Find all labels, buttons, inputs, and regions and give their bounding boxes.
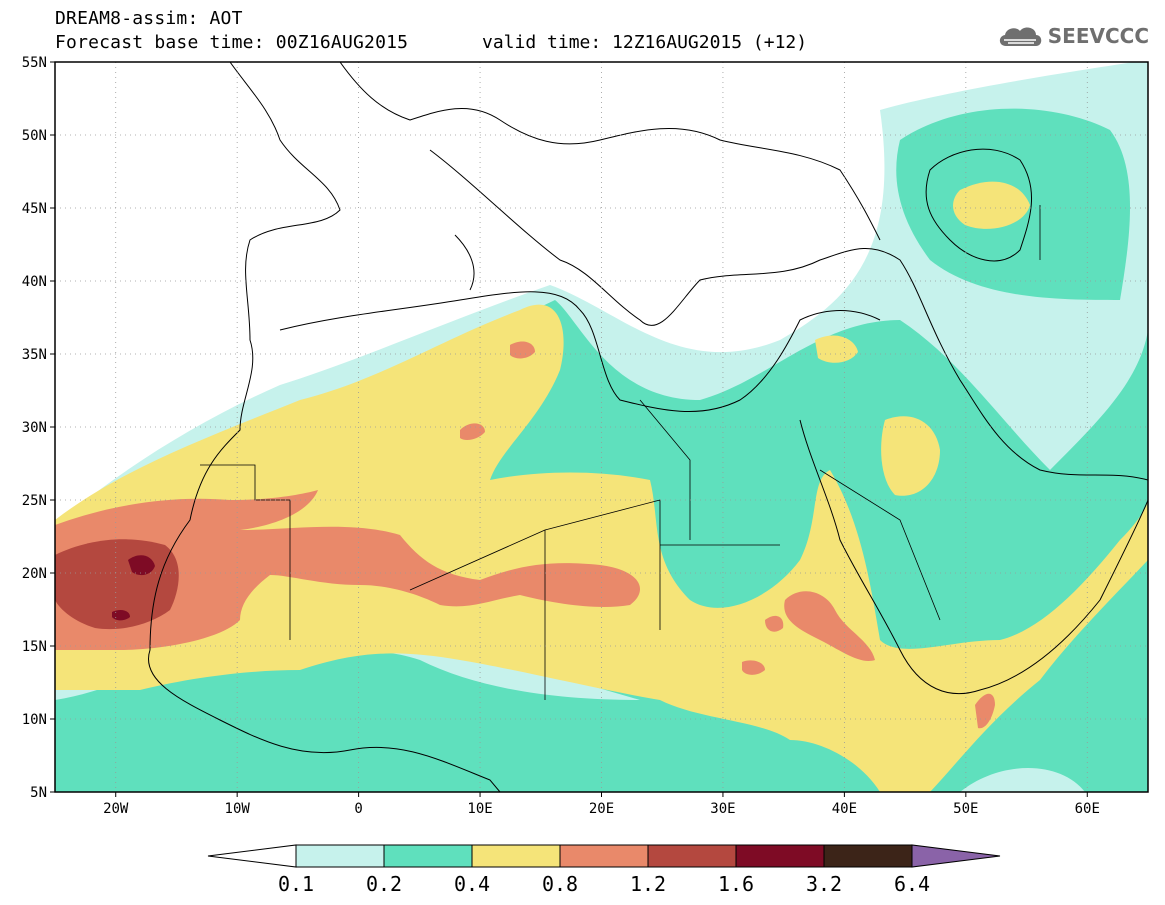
lon-tick-label: 50E — [953, 801, 978, 817]
aot-band-0.8-sahara — [460, 423, 485, 440]
aot-band-0.4-caspian — [953, 181, 1030, 229]
colorbar-min-arrow — [207, 844, 297, 868]
lat-tick-label: 20N — [22, 566, 47, 582]
logo-text: SEEVCCC — [1047, 24, 1149, 48]
aot-band-0.8-somalia — [975, 693, 995, 729]
valid-time: valid time: 12Z16AUG2015 (+12) — [482, 32, 808, 53]
colorbar-label: 0.8 — [542, 872, 578, 896]
aot-band-0.8-sudan-2 — [765, 615, 784, 632]
lat-tick-label: 55N — [22, 55, 47, 71]
colorbar-label: 1.6 — [718, 872, 754, 896]
lon-tick-label: 20W — [103, 801, 129, 817]
lat-tick-label: 5N — [30, 785, 47, 801]
colorbar-segment — [559, 844, 649, 868]
forecast-base-time: Forecast base time: 00Z16AUG2015 — [55, 32, 409, 53]
colorbar-label: 6.4 — [894, 872, 930, 896]
lat-tick-label: 50N — [22, 128, 47, 144]
colorbar-label: 3.2 — [806, 872, 842, 896]
lon-tick-label: 0 — [354, 801, 362, 817]
lat-tick-label: 25N — [22, 493, 47, 509]
colorbar-segment — [471, 844, 561, 868]
lat-tick-label: 30N — [22, 420, 47, 436]
lon-tick-label: 60E — [1075, 801, 1100, 817]
colorbar-segment — [295, 844, 385, 868]
title-line-1: DREAM8-assim: AOT — [55, 8, 243, 29]
colorbar-segment — [647, 844, 737, 868]
aot-band-1.6-b — [112, 609, 130, 621]
lon-tick-label: 40E — [832, 801, 857, 817]
coastlines — [148, 62, 1148, 792]
aot-band-1.6 — [128, 555, 155, 576]
aot-band-0.8-sudan — [742, 660, 765, 675]
colorbar-label: 0.4 — [454, 872, 490, 896]
colorbar-label: 0.1 — [278, 872, 314, 896]
lon-tick-label: 20E — [589, 801, 614, 817]
colorbar-label: 1.2 — [630, 872, 666, 896]
lat-tick-label: 40N — [22, 274, 47, 290]
lon-tick-label: 30E — [710, 801, 735, 817]
lat-tick-label: 10N — [22, 712, 47, 728]
aot-band-0.4 — [55, 304, 1148, 792]
colorbar-segment — [823, 844, 913, 868]
seevccc-logo: SEEVCCC — [996, 22, 1149, 50]
axis-ticks: 55N 50N 45N 40N 35N 30N 25N 20N 15N 10N 5N 20W 10W 0 1… — [22, 55, 1100, 817]
aot-band-0.8-ethiopia — [784, 591, 875, 661]
aot-band-0.8-algeria — [510, 341, 535, 359]
colorbar: 0.1 0.2 0.4 0.8 1.2 1.6 3.2 6.4 — [207, 844, 1001, 896]
aot-band-0.8 — [55, 490, 640, 650]
cloud-icon — [999, 27, 1041, 46]
lon-tick-label: 10W — [225, 801, 251, 817]
aot-band-0.4-levant — [815, 335, 858, 363]
colorbar-segment — [383, 844, 473, 868]
lat-tick-label: 45N — [22, 201, 47, 217]
aot-band-0.4-arabia — [881, 416, 940, 496]
colorbar-max-arrow — [911, 844, 1001, 868]
colorbar-label: 0.2 — [366, 872, 402, 896]
colorbar-segment — [735, 844, 825, 868]
lon-tick-label: 10E — [467, 801, 492, 817]
lat-tick-label: 35N — [22, 347, 47, 363]
map-gridlines — [55, 62, 1148, 792]
lat-tick-label: 15N — [22, 639, 47, 655]
